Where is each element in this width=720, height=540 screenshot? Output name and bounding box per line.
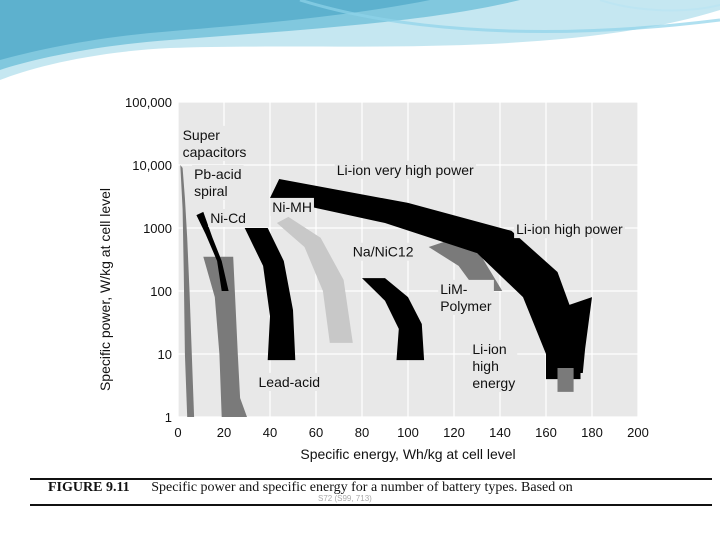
y-tick-label: 10 (158, 347, 172, 362)
annotation-lim-polymer: LiM-Polymer (440, 281, 492, 314)
band-li-ion-very-high-power (270, 178, 581, 380)
band-pb-acid-spiral (196, 211, 229, 291)
figure-label: FIGURE 9.11 (48, 480, 130, 494)
x-tick-label: 20 (217, 425, 231, 440)
annotation-ni-cd: Ni-Cd (210, 210, 246, 226)
annotation-pb-acid-spiral: Pb-acid spiral (194, 166, 241, 199)
battery-chart-figure: 0 20 40 60 80 100 120 140 160 180 200 1 10 100 1000 10,… (30, 88, 694, 508)
annotation-backing (270, 197, 314, 216)
source-note: S72 (S99, 713) (318, 494, 372, 503)
y-axis-label: Specific power, W/kg at cell level (97, 188, 113, 391)
y-tick-label: 10,000 (132, 158, 172, 173)
annotation-li-ion-high-power: Li-ion high power (516, 221, 623, 237)
band-li-ion-high-power (564, 297, 592, 373)
x-tick-label: 180 (581, 425, 603, 440)
annotation-super-capacitors: Super capacitors (183, 127, 247, 160)
band-ni-mh (276, 216, 353, 343)
header-wave-decoration (0, 0, 720, 80)
x-tick-label: 100 (397, 425, 419, 440)
annotation-lead-acid: Lead-acid (259, 374, 321, 390)
annotation-na-nic12: Na/NiC12 (353, 244, 414, 260)
y-tick-label: 1 (165, 410, 172, 425)
y-tick-label: 100 (150, 284, 172, 299)
band-ni-cd (244, 228, 296, 361)
x-tick-label: 0 (174, 425, 181, 440)
annotation-backing (350, 242, 416, 261)
annotation-backing (180, 125, 249, 161)
annotation-backing (256, 372, 322, 391)
x-tick-label: 60 (309, 425, 323, 440)
band-lim-polymer (428, 237, 503, 291)
x-tick-label: 120 (443, 425, 465, 440)
annotation-li-ion-very-high-power: Li-ion very high power (337, 162, 474, 178)
caption-text: Specific power and specific energy for a… (151, 480, 573, 494)
annotation-backing (334, 160, 476, 179)
y-tick-label: 1000 (143, 221, 172, 236)
band-lead-acid (203, 256, 247, 417)
band-na-nic12 (362, 278, 425, 361)
battery-chart: 0 20 40 60 80 100 120 140 160 180 200 1 10 100 1000 10,… (97, 95, 649, 462)
x-tick-label: 140 (489, 425, 511, 440)
x-tick-label: 80 (355, 425, 369, 440)
band-super-capacitors (180, 165, 195, 417)
annotation-backing (438, 279, 494, 315)
annotation-backing (514, 220, 626, 239)
x-tick-label: 200 (627, 425, 649, 440)
caption-rule-bottom (30, 504, 712, 506)
annotation-backing (192, 164, 244, 200)
annotation-backing (208, 209, 248, 228)
figure-caption: FIGURE 9.11 Specific power and specific … (48, 480, 708, 494)
caption-rule-top (30, 478, 712, 480)
annotation-ni-mh: Ni-MH (272, 199, 312, 215)
y-tick-label: 100,000 (125, 95, 172, 110)
annotation-li-ion-high-energy: Li-ion high energy (472, 341, 515, 391)
x-tick-label: 40 (263, 425, 277, 440)
x-tick-label: 160 (535, 425, 557, 440)
x-axis-label: Specific energy, Wh/kg at cell level (300, 446, 515, 462)
band-li-ion-high-energy (557, 367, 574, 392)
annotation-backing (470, 340, 518, 392)
